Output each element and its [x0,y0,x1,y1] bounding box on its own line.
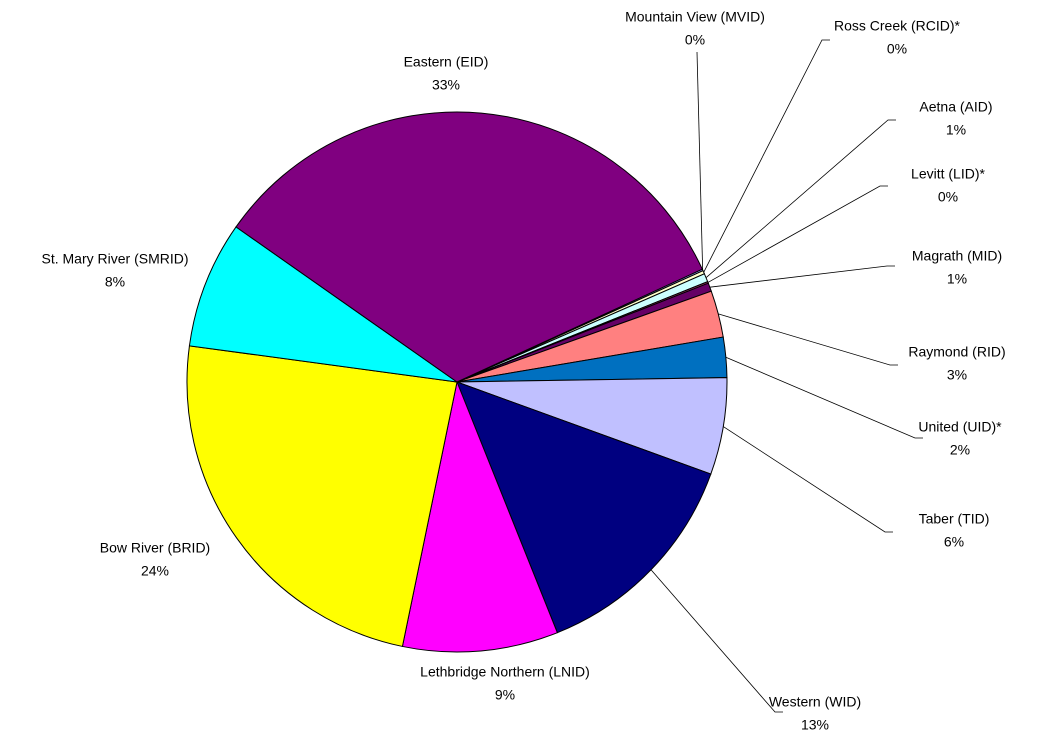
slice-value-label: 3% [947,367,967,383]
leader-line [703,39,830,273]
slice-label: St. Mary River (SMRID) [42,251,189,267]
leader-line [707,185,888,283]
slice-label: Lethbridge Northern (LNID) [420,664,590,680]
slice-value-label: 1% [946,122,966,138]
slice-label: Bow River (BRID) [100,540,210,556]
pie-slice [401,380,559,653]
leader-line [709,265,895,288]
slice-label: Eastern (EID) [404,54,489,70]
leader-line [705,119,896,279]
slice-label: Raymond (RID) [908,344,1005,360]
slice-value-label: 9% [495,687,515,703]
slice-label: United (UID)* [918,419,1002,435]
slice-value-label: 33% [432,77,460,93]
leader-line [725,356,923,439]
pie-slice [235,111,703,383]
slice-label: Levitt (LID)* [911,166,985,182]
leader-line [718,313,898,366]
slice-value-label: 13% [801,717,829,732]
slice-label: Magrath (MID) [912,248,1002,264]
slice-label: Mountain View (MVID) [625,9,765,25]
slice-value-label: 1% [947,271,967,287]
slice-value-label: 24% [141,563,169,579]
pie-slice [456,381,712,634]
slice-value-label: 2% [950,442,970,458]
slice-label: Ross Creek (RCID)* [834,18,961,34]
slice-label: Western (WID) [769,694,861,710]
leader-line [723,426,893,533]
leader-line [696,51,704,270]
slice-value-label: 0% [887,41,907,57]
slice-value-label: 8% [105,274,125,290]
pie-slice [188,226,458,383]
slice-value-label: 0% [938,189,958,205]
slice-label: Aetna (AID) [919,99,992,115]
slice-value-label: 0% [685,32,705,48]
slice-value-label: 6% [944,534,964,550]
leader-line [650,569,783,713]
slice-label: Taber (TID) [919,511,990,527]
pie-slice [186,345,458,648]
